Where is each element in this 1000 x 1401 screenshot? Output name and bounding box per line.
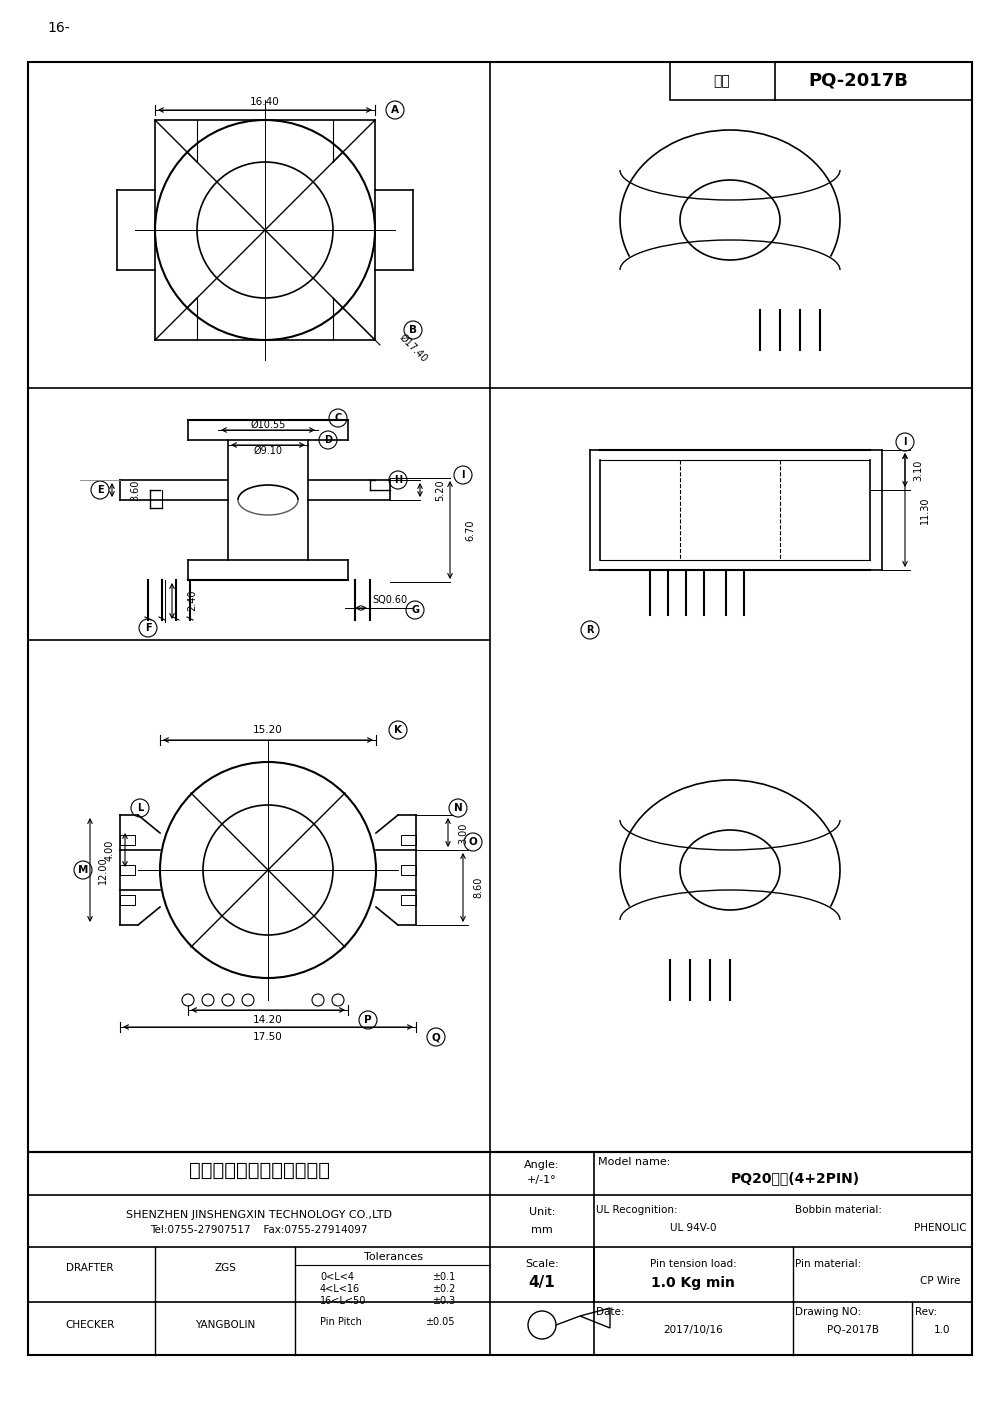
Text: 4.00: 4.00: [105, 839, 115, 860]
Text: YANGBOLIN: YANGBOLIN: [195, 1320, 255, 1330]
Text: I: I: [461, 469, 465, 481]
Text: G: G: [411, 605, 419, 615]
Text: I: I: [903, 437, 907, 447]
Text: PQ20立式(4+2PIN): PQ20立式(4+2PIN): [730, 1171, 860, 1185]
Text: 型号: 型号: [714, 74, 730, 88]
Text: Date:: Date:: [596, 1307, 624, 1317]
Text: Ø17.40: Ø17.40: [397, 332, 429, 364]
Text: Model name:: Model name:: [598, 1157, 670, 1167]
Text: 11.30: 11.30: [920, 496, 930, 524]
Text: PQ-2017B: PQ-2017B: [808, 71, 908, 90]
Text: 16.40: 16.40: [250, 97, 280, 106]
Text: 3.00: 3.00: [458, 822, 468, 843]
Text: Pin Pitch: Pin Pitch: [320, 1317, 362, 1327]
Text: UL Recognition:: UL Recognition:: [596, 1205, 678, 1215]
Text: N: N: [454, 803, 462, 813]
Text: Q: Q: [432, 1033, 440, 1042]
Text: CHECKER: CHECKER: [65, 1320, 115, 1330]
Text: 1.0: 1.0: [934, 1325, 950, 1335]
Text: PHENOLIC: PHENOLIC: [914, 1223, 966, 1233]
Text: ±0.3: ±0.3: [432, 1296, 455, 1306]
Text: 3.10: 3.10: [913, 460, 923, 481]
Text: Bobbin material:: Bobbin material:: [795, 1205, 882, 1215]
Text: Pin tension load:: Pin tension load:: [650, 1259, 736, 1269]
Text: 15.20: 15.20: [253, 724, 283, 736]
Text: Ø9.10: Ø9.10: [254, 446, 283, 455]
Text: Angle:: Angle:: [524, 1160, 560, 1170]
Text: 5.20: 5.20: [435, 479, 445, 500]
Text: O: O: [469, 836, 477, 848]
Bar: [120, 864, 135, 876]
Text: SQ0.60: SQ0.60: [372, 595, 408, 605]
Text: Rev:: Rev:: [915, 1307, 937, 1317]
Bar: [401, 895, 416, 905]
Text: DRAFTER: DRAFTER: [66, 1262, 114, 1274]
Text: Tel:0755-27907517    Fax:0755-27914097: Tel:0755-27907517 Fax:0755-27914097: [150, 1224, 368, 1236]
Bar: [28, 62, 972, 1152]
Bar: [120, 835, 135, 845]
Text: Pin material:: Pin material:: [795, 1259, 861, 1269]
Text: R: R: [586, 625, 594, 635]
Text: B: B: [409, 325, 417, 335]
Text: Unit:: Unit:: [529, 1208, 555, 1217]
Text: SHENZHEN JINSHENGXIN TECHNOLOGY CO.,LTD: SHENZHEN JINSHENGXIN TECHNOLOGY CO.,LTD: [126, 1210, 392, 1220]
Text: F: F: [145, 623, 151, 633]
Text: 8.60: 8.60: [473, 876, 483, 898]
Text: CP Wire: CP Wire: [920, 1276, 960, 1286]
Text: 0<L<4: 0<L<4: [320, 1272, 354, 1282]
Text: K: K: [394, 724, 402, 736]
Text: E: E: [97, 485, 103, 495]
Bar: [120, 895, 135, 905]
Text: 1.0 Kg min: 1.0 Kg min: [651, 1276, 735, 1290]
Text: 16-: 16-: [47, 21, 70, 35]
Text: H: H: [394, 475, 402, 485]
Text: 4/1: 4/1: [529, 1275, 555, 1289]
Text: 3.60: 3.60: [130, 479, 140, 500]
Bar: [401, 864, 416, 876]
Bar: [28, 1152, 972, 1355]
Text: 17.50: 17.50: [253, 1033, 283, 1042]
Text: P: P: [364, 1014, 372, 1026]
Text: C: C: [334, 413, 342, 423]
Text: Scale:: Scale:: [525, 1259, 559, 1269]
Bar: [401, 835, 416, 845]
Text: 14.20: 14.20: [253, 1014, 283, 1026]
Text: 12.00: 12.00: [98, 856, 108, 884]
Text: Tolerances: Tolerances: [364, 1252, 422, 1262]
Text: 6.70: 6.70: [465, 520, 475, 541]
Text: ±0.05: ±0.05: [426, 1317, 455, 1327]
Bar: [670, 62, 972, 99]
Text: Drawing NO:: Drawing NO:: [795, 1307, 861, 1317]
Text: UL 94V-0: UL 94V-0: [670, 1223, 716, 1233]
Text: ±0.1: ±0.1: [432, 1272, 455, 1282]
Text: 2.40: 2.40: [187, 590, 197, 611]
Text: 深圳市金盛鑫科技有限公司: 深圳市金盛鑫科技有限公司: [188, 1160, 330, 1180]
Text: mm: mm: [531, 1224, 553, 1236]
Text: +/-1°: +/-1°: [527, 1175, 557, 1185]
Text: ZGS: ZGS: [214, 1262, 236, 1274]
Text: M: M: [78, 864, 88, 876]
Text: PQ-2017B: PQ-2017B: [827, 1325, 879, 1335]
Text: Ø10.55: Ø10.55: [250, 420, 286, 430]
Text: A: A: [391, 105, 399, 115]
Text: 2017/10/16: 2017/10/16: [663, 1325, 723, 1335]
Text: L: L: [137, 803, 143, 813]
Text: D: D: [324, 434, 332, 446]
Text: 16<L<50: 16<L<50: [320, 1296, 366, 1306]
Text: 4<L<16: 4<L<16: [320, 1283, 360, 1295]
Text: ±0.2: ±0.2: [432, 1283, 455, 1295]
